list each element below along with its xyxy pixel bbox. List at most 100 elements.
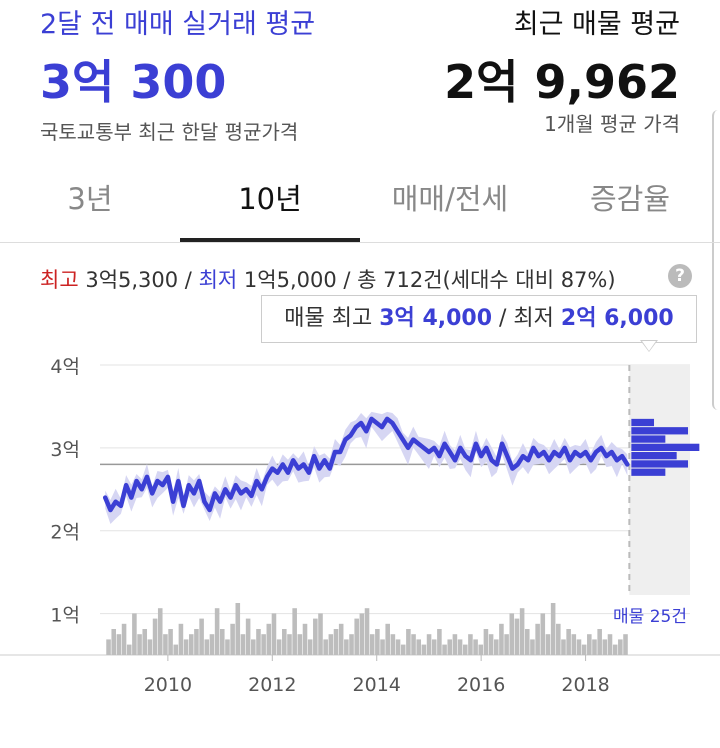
volume-bar bbox=[540, 613, 546, 655]
volume-bar bbox=[550, 603, 556, 655]
volume-bar bbox=[261, 634, 266, 655]
volume-bar bbox=[519, 608, 525, 655]
volume-bar bbox=[426, 634, 432, 655]
listing-average-label: 최근 매물 평균 bbox=[513, 9, 680, 40]
tab-10-year[interactable]: 10년 bbox=[238, 182, 302, 216]
volume-bar bbox=[245, 618, 251, 655]
period-tabs: 3년 10년 매매/전세 증감율 bbox=[0, 160, 720, 242]
tooltip-high: 3억 4,000 bbox=[379, 306, 493, 331]
help-icon[interactable]: ? bbox=[668, 264, 692, 288]
volume-bar bbox=[106, 639, 111, 655]
volume-bar bbox=[349, 634, 354, 655]
volume-bars bbox=[106, 603, 628, 655]
volume-bar bbox=[602, 639, 608, 655]
volume-bar bbox=[576, 639, 582, 655]
volume-bar bbox=[142, 629, 148, 655]
volume-bar bbox=[147, 639, 153, 655]
volume-bar bbox=[612, 644, 618, 655]
volume-bar bbox=[344, 639, 349, 655]
stat-low-label: 최저 bbox=[198, 268, 238, 292]
price-stats: 최고 3억5,300 / 최저 1억5,000 / 총 712건(세대수 대비 … bbox=[40, 264, 616, 294]
volume-bar bbox=[618, 639, 623, 655]
volume-bar bbox=[199, 618, 204, 655]
listing-panel-bg bbox=[629, 365, 690, 595]
x-tick-label: 2016 bbox=[457, 674, 505, 696]
volume-bar bbox=[152, 618, 158, 655]
tab-change-rate[interactable]: 증감율 bbox=[589, 182, 671, 216]
chart-labels: 4억 3억 2억 1억 매물 25건 2010 2012 2014 2016 2018 bbox=[50, 356, 687, 696]
volume-bar bbox=[493, 639, 499, 655]
x-tick-label: 2012 bbox=[248, 674, 296, 696]
volume-bar bbox=[194, 629, 199, 655]
volume-bar bbox=[607, 634, 613, 655]
volume-bar bbox=[530, 639, 535, 655]
listing-histogram-bar bbox=[631, 452, 677, 460]
volume-bar bbox=[623, 634, 628, 655]
volume-bar bbox=[406, 629, 411, 655]
price-band bbox=[105, 411, 628, 524]
listing-histogram bbox=[631, 418, 700, 476]
y-tick-label: 4억 bbox=[50, 356, 80, 378]
listing-count-label: 매물 25건 bbox=[613, 607, 687, 627]
volume-bar bbox=[121, 623, 127, 655]
volume-bar bbox=[116, 634, 122, 655]
listing-panel bbox=[628, 365, 690, 595]
listing-histogram-bar bbox=[631, 468, 666, 476]
tooltip-prefix: 매물 최고 bbox=[284, 306, 380, 331]
scroll-edge bbox=[712, 110, 720, 410]
tab-3-year[interactable]: 3년 bbox=[67, 182, 113, 216]
volume-bar bbox=[256, 629, 261, 655]
volume-bar bbox=[276, 639, 282, 655]
volume-bar bbox=[483, 629, 489, 655]
volume-bar bbox=[240, 634, 246, 655]
volume-bar bbox=[266, 623, 272, 655]
volume-bar bbox=[354, 618, 359, 655]
tooltip-low: 2억 6,000 bbox=[560, 306, 674, 331]
volume-bar bbox=[157, 608, 163, 655]
volume-bar bbox=[592, 639, 597, 655]
listing-histogram-bar bbox=[631, 443, 700, 451]
volume-bar bbox=[442, 644, 447, 655]
volume-bar bbox=[452, 634, 458, 655]
volume-bar bbox=[282, 629, 287, 655]
volume-bar bbox=[509, 613, 515, 655]
volume-bar bbox=[556, 623, 561, 655]
y-tick-label: 1억 bbox=[50, 605, 80, 627]
volume-bar bbox=[571, 634, 577, 655]
volume-bar bbox=[292, 608, 297, 655]
price-line bbox=[102, 416, 630, 513]
volume-bar bbox=[514, 618, 520, 655]
volume-bar bbox=[287, 634, 292, 655]
tab-sale-jeonse[interactable]: 매매/전세 bbox=[391, 182, 509, 216]
listing-range-tooltip: 매물 최고 3억 4,000 / 최저 2억 6,000 bbox=[261, 295, 697, 343]
volume-bar bbox=[307, 639, 313, 655]
volume-bar bbox=[297, 634, 303, 655]
volume-bar bbox=[230, 623, 235, 655]
price-chart[interactable]: 4억 3억 2억 1억 매물 25건 2010 2012 2014 2016 2018 bbox=[0, 345, 720, 748]
volume-bar bbox=[431, 639, 437, 655]
volume-bar bbox=[111, 629, 117, 655]
tooltip-separator: / 최저 bbox=[492, 306, 561, 331]
volume-bar bbox=[421, 644, 427, 655]
stat-high-value: 3억5,300 / bbox=[85, 268, 192, 292]
volume-bar bbox=[473, 639, 478, 655]
listing-histogram-bar bbox=[631, 427, 689, 435]
volume-bar bbox=[214, 608, 220, 655]
volume-bar bbox=[318, 613, 323, 655]
recent-transaction-label: 2달 전 매매 실거래 평균 bbox=[40, 9, 316, 40]
volume-bar bbox=[126, 644, 132, 655]
volume-bar bbox=[235, 603, 241, 655]
volume-bar bbox=[328, 634, 334, 655]
volume-bar bbox=[457, 639, 463, 655]
volume-bar bbox=[323, 639, 328, 655]
recent-transaction-source: 국토교통부 최근 한달 평균가격 bbox=[40, 120, 299, 144]
active-tab-indicator bbox=[180, 238, 360, 242]
volume-bar bbox=[219, 629, 225, 655]
volume-bar bbox=[581, 644, 587, 655]
volume-bar bbox=[468, 634, 473, 655]
stat-total: 총 712건(세대수 대비 87%) bbox=[357, 268, 616, 292]
price-range-band bbox=[105, 411, 628, 524]
volume-bar bbox=[178, 623, 184, 655]
volume-bar bbox=[163, 634, 168, 655]
volume-bar bbox=[225, 639, 230, 655]
